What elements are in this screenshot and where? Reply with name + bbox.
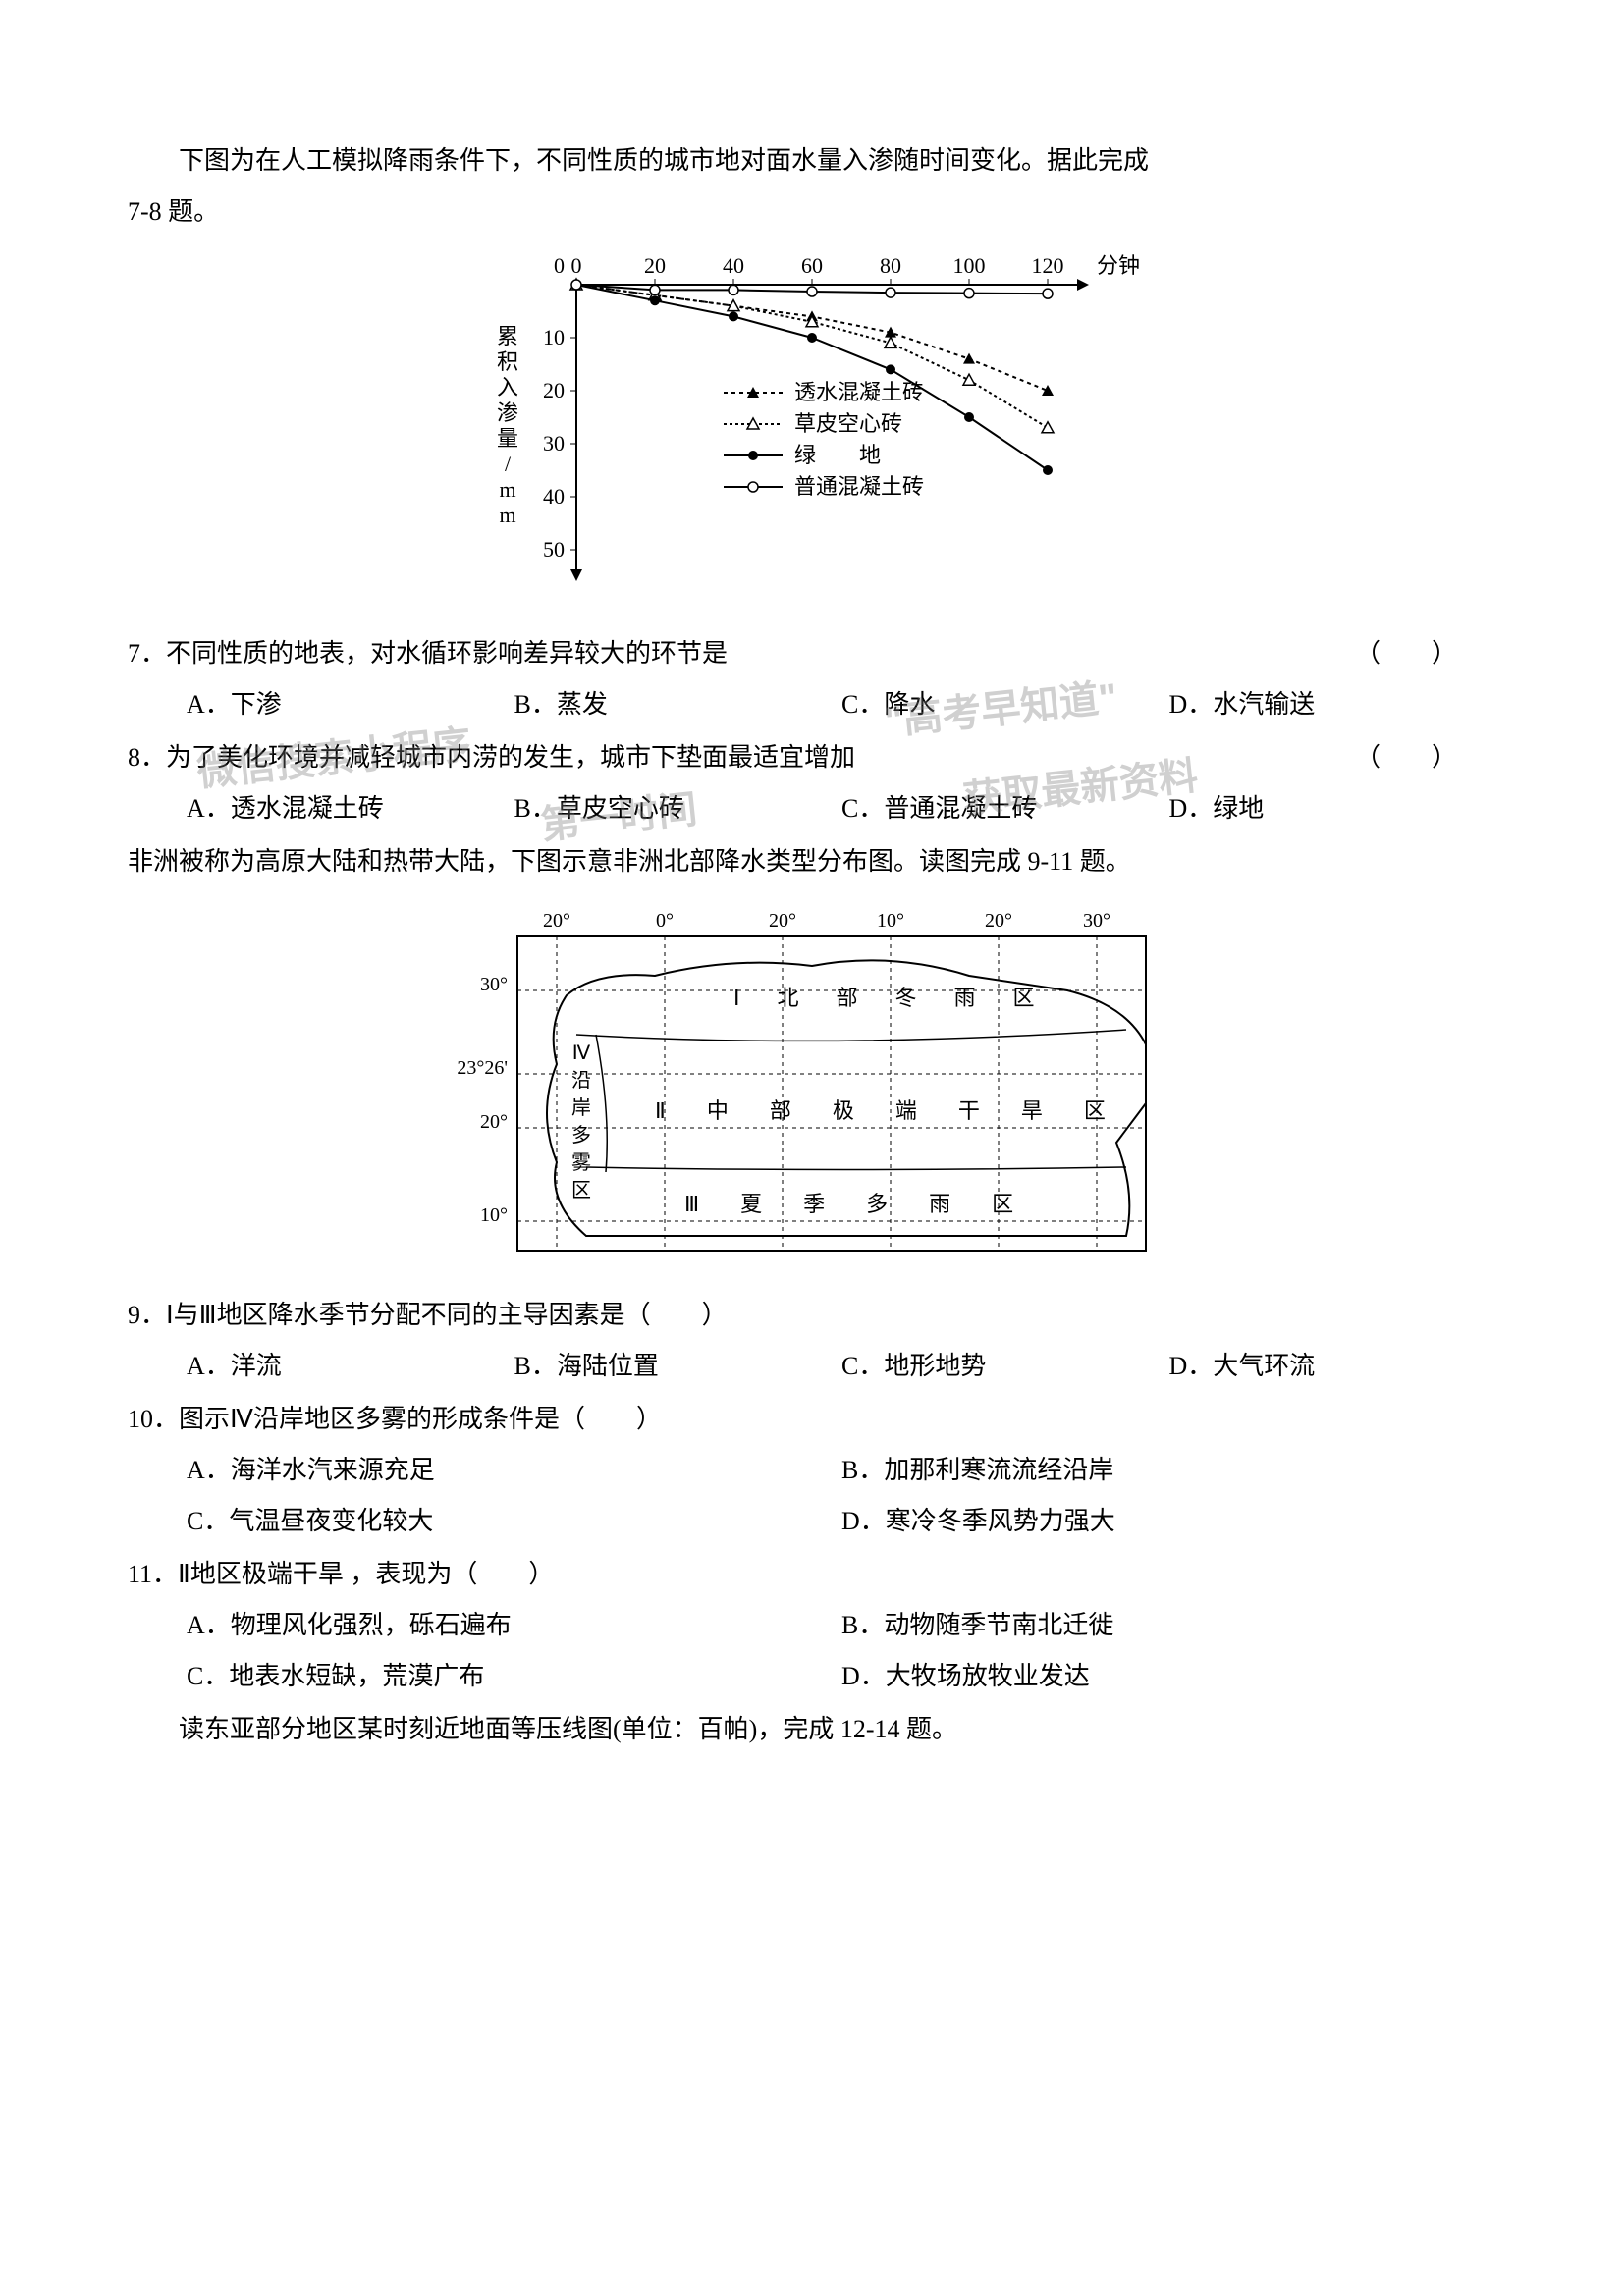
svg-text:Ⅳ: Ⅳ — [572, 1042, 591, 1064]
q9-option-b: B．海陆位置 — [514, 1341, 842, 1392]
svg-text:10: 10 — [543, 325, 565, 349]
q9-stem: 9．Ⅰ与Ⅲ地区降水季节分配不同的主导因素是（ ） — [128, 1290, 1496, 1341]
svg-text:40: 40 — [723, 253, 744, 278]
q9-option-a: A．洋流 — [187, 1341, 514, 1392]
svg-text:Ⅱ 中 部 极 端 干 旱 区: Ⅱ 中 部 极 端 干 旱 区 — [655, 1098, 1115, 1123]
svg-text:分钟: 分钟 — [1097, 253, 1140, 278]
svg-text:0: 0 — [554, 253, 565, 278]
svg-text:0°: 0° — [656, 910, 674, 932]
q10-option-b: B．加那利寒流流经沿岸 — [841, 1445, 1496, 1496]
svg-text:入: 入 — [497, 375, 518, 400]
svg-text:120: 120 — [1032, 253, 1064, 278]
question-9: 9．Ⅰ与Ⅲ地区降水季节分配不同的主导因素是（ ） A．洋流 B．海陆位置 C．地… — [128, 1290, 1496, 1392]
q10-option-c: C．气温昼夜变化较大 — [187, 1496, 841, 1547]
svg-text:20: 20 — [644, 253, 666, 278]
svg-text:30: 30 — [543, 431, 565, 455]
svg-text:草皮空心砖: 草皮空心砖 — [794, 411, 902, 436]
q11-stem: 11．Ⅱ地区极端干旱 ，表现为（ ） — [128, 1549, 1496, 1600]
svg-text:多: 多 — [571, 1124, 591, 1147]
svg-text:10°: 10° — [480, 1204, 508, 1226]
svg-text:区: 区 — [571, 1180, 591, 1201]
q10-option-a: A．海洋水汽来源充足 — [187, 1445, 841, 1496]
intro-911-text: 非洲被称为高原大陆和热带大陆，下图示意非洲北部降水类型分布图。读图完成 9-11… — [128, 836, 1496, 887]
svg-text:雾: 雾 — [571, 1152, 591, 1174]
q7-option-b: B．蒸发 — [514, 679, 842, 730]
question-11: 11．Ⅱ地区极端干旱 ，表现为（ ） A．物理风化强烈，砾石遍布 B．动物随季节… — [128, 1549, 1496, 1702]
svg-text:80: 80 — [880, 253, 901, 278]
svg-text:30°: 30° — [1083, 910, 1110, 932]
intro-78-ref: 7-8 题。 — [128, 188, 1496, 236]
q7-stem: 7．不同性质的地表，对水循环影响差异较大的环节是 — [128, 628, 728, 679]
svg-text:量: 量 — [497, 426, 518, 451]
q9-option-c: C．地形地势 — [841, 1341, 1169, 1392]
svg-text:20°: 20° — [480, 1111, 508, 1133]
svg-text:23°26': 23°26' — [457, 1057, 508, 1079]
svg-text:10°: 10° — [877, 910, 904, 932]
q11-option-c: C．地表水短缺，荒漠广布 — [187, 1651, 841, 1702]
svg-text:20°: 20° — [543, 910, 570, 932]
q8-option-d: D．绿地 — [1169, 783, 1497, 834]
q10-option-d: D．寒冷冬季风势力强大 — [841, 1496, 1496, 1547]
q8-option-c: C．普通混凝土砖 — [841, 783, 1169, 834]
svg-text:积: 积 — [497, 349, 518, 374]
q11-option-b: B．动物随季节南北迁徙 — [841, 1600, 1496, 1651]
svg-text:/: / — [505, 452, 512, 476]
svg-text:Ⅰ 北 部 冬 雨 区: Ⅰ 北 部 冬 雨 区 — [733, 986, 1043, 1010]
q7-option-c: C．降水 — [841, 679, 1169, 730]
question-10: 10．图示Ⅳ沿岸地区多雾的形成条件是（ ） A．海洋水汽来源充足 B．加那利寒流… — [128, 1394, 1496, 1547]
intro-78-text: 下图为在人工模拟降雨条件下，不同性质的城市地对面水量入渗随时间变化。据此完成 — [128, 137, 1496, 185]
svg-text:岸: 岸 — [571, 1096, 591, 1119]
svg-text:Ⅲ 夏 季 多 雨 区: Ⅲ 夏 季 多 雨 区 — [684, 1192, 1023, 1216]
svg-text:0: 0 — [571, 253, 582, 278]
infiltration-chart: 020406080100120分钟10203040500累积入渗量/mm透水混凝… — [459, 245, 1165, 599]
svg-text:20°: 20° — [769, 910, 796, 932]
q11-option-d: D．大牧场放牧业发达 — [841, 1651, 1496, 1702]
svg-text:累: 累 — [497, 324, 518, 348]
question-8: 8．为了美化环境并减轻城市内涝的发生，城市下垫面最适宜增加 （ ） A．透水混凝… — [128, 732, 1496, 834]
q7-option-d: D．水汽输送 — [1169, 679, 1497, 730]
svg-text:沿: 沿 — [571, 1070, 591, 1092]
svg-text:绿 地: 绿 地 — [794, 443, 881, 467]
q8-option-a: A．透水混凝土砖 — [187, 783, 514, 834]
svg-text:m: m — [499, 503, 515, 527]
q7-option-a: A．下渗 — [187, 679, 514, 730]
q8-paren: （ ） — [1355, 732, 1457, 783]
svg-text:透水混凝土砖: 透水混凝土砖 — [794, 380, 924, 404]
svg-text:100: 100 — [953, 253, 986, 278]
svg-text:普通混凝土砖: 普通混凝土砖 — [794, 474, 924, 499]
q7-paren: （ ） — [1355, 628, 1457, 679]
svg-text:30°: 30° — [480, 974, 508, 995]
svg-text:60: 60 — [801, 253, 823, 278]
q10-stem: 10．图示Ⅳ沿岸地区多雾的形成条件是（ ） — [128, 1394, 1496, 1445]
svg-text:40: 40 — [543, 484, 565, 508]
q8-option-b: B．草皮空心砖 — [514, 783, 842, 834]
q8-stem: 8．为了美化环境并减轻城市内涝的发生，城市下垫面最适宜增加 — [128, 732, 855, 783]
svg-text:m: m — [499, 477, 515, 502]
svg-text:50: 50 — [543, 537, 565, 561]
svg-text:20: 20 — [543, 378, 565, 402]
africa-north-map: 20° 0° 20° 10° 20° 30° 30° 23°26' 20° 10° Ⅰ 北 部 冬 … — [439, 897, 1185, 1270]
q9-option-d: D．大气环流 — [1169, 1341, 1497, 1392]
question-7: 7．不同性质的地表，对水循环影响差异较大的环节是 （ ） A．下渗 B．蒸发 C… — [128, 628, 1496, 730]
intro-1214-text: 读东亚部分地区某时刻近地面等压线图(单位：百帕)，完成 12-14 题。 — [128, 1704, 1496, 1755]
q11-option-a: A．物理风化强烈，砾石遍布 — [187, 1600, 841, 1651]
svg-text:渗: 渗 — [497, 400, 518, 425]
svg-text:20°: 20° — [985, 910, 1012, 932]
